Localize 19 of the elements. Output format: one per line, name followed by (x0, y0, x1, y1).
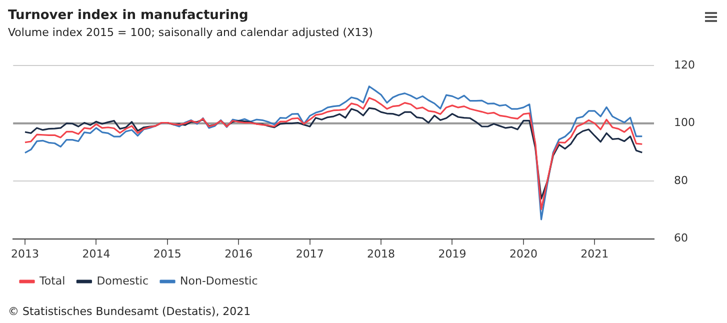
y-tick-label: 60 (674, 232, 688, 245)
x-tick-label: 2017 (296, 247, 324, 260)
x-tick-label: 2016 (224, 247, 253, 260)
legend-label: Non-Domestic (180, 274, 258, 288)
x-tick-label: 2015 (153, 247, 182, 260)
x-tick-label: 2013 (10, 247, 39, 260)
x-tick-label: 2018 (367, 247, 396, 260)
y-tick-label: 100 (674, 116, 696, 130)
chart-subtitle: Volume index 2015 = 100; saisonally and calendar adjusted (X13) (8, 26, 374, 39)
x-tick-label: 2021 (580, 247, 609, 260)
x-tick-label: 2020 (509, 247, 538, 260)
chart-title: Turnover index in manufacturing (8, 8, 250, 23)
text: © Statistisches Bundesamt (Destatis), 2021 (8, 305, 252, 318)
legend-label: Domestic (96, 274, 149, 288)
y-tick-label: 80 (674, 174, 688, 187)
y-tick-label: 120 (674, 58, 696, 72)
legend-label: Total (38, 274, 66, 288)
x-tick-label: 2019 (438, 247, 466, 260)
x-tick-label: 2014 (82, 247, 110, 260)
